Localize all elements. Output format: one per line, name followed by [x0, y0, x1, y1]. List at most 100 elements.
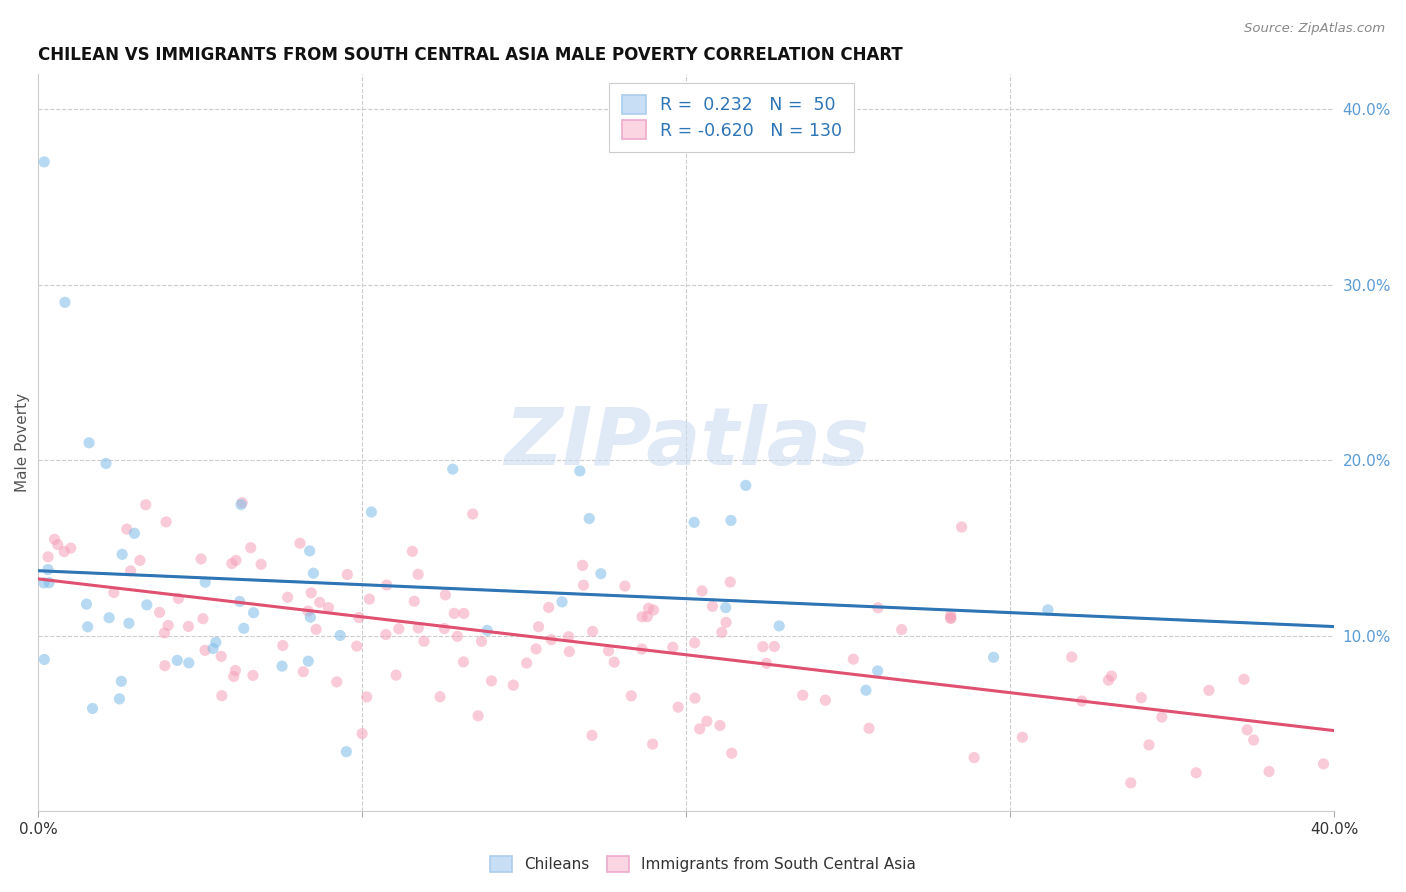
Point	[603, 655, 626, 669]
Point	[271, 639, 294, 653]
Point	[683, 636, 706, 650]
Point	[666, 700, 689, 714]
Point	[271, 659, 294, 673]
Point	[401, 544, 423, 558]
Point	[631, 609, 654, 624]
Point	[53, 295, 76, 310]
Point	[135, 598, 157, 612]
Point	[347, 610, 370, 624]
Point	[250, 558, 273, 572]
Point	[76, 597, 98, 611]
Point	[540, 632, 562, 647]
Point	[720, 746, 742, 760]
Point	[718, 575, 741, 590]
Point	[157, 618, 180, 632]
Point	[231, 496, 253, 510]
Point	[32, 154, 55, 169]
Point	[434, 588, 457, 602]
Point	[939, 611, 962, 625]
Point	[939, 611, 962, 625]
Point	[502, 678, 524, 692]
Point	[82, 701, 104, 715]
Point	[433, 622, 456, 636]
Point	[302, 566, 325, 581]
Point	[346, 639, 368, 653]
Point	[1101, 669, 1123, 683]
Point	[335, 745, 357, 759]
Point	[305, 623, 328, 637]
Point	[709, 718, 731, 732]
Point	[221, 557, 243, 571]
Point	[613, 579, 636, 593]
Point	[636, 609, 658, 624]
Y-axis label: Male Poverty: Male Poverty	[15, 393, 30, 492]
Point	[129, 553, 152, 567]
Point	[1097, 673, 1119, 688]
Point	[516, 656, 538, 670]
Point	[242, 606, 264, 620]
Point	[225, 553, 247, 567]
Point	[94, 457, 117, 471]
Point	[108, 692, 131, 706]
Point	[209, 649, 232, 664]
Point	[222, 669, 245, 683]
Point	[696, 714, 718, 729]
Text: Source: ZipAtlas.com: Source: ZipAtlas.com	[1244, 22, 1385, 36]
Point	[385, 668, 408, 682]
Point	[710, 625, 733, 640]
Point	[211, 689, 233, 703]
Point	[406, 567, 429, 582]
Point	[155, 515, 177, 529]
Point	[683, 516, 706, 530]
Legend: Chileans, Immigrants from South Central Asia: Chileans, Immigrants from South Central …	[482, 848, 924, 880]
Point	[118, 616, 141, 631]
Point	[1258, 764, 1281, 779]
Point	[581, 728, 603, 742]
Point	[404, 594, 426, 608]
Point	[467, 708, 489, 723]
Point	[190, 552, 212, 566]
Point	[228, 594, 250, 608]
Point	[481, 673, 503, 688]
Point	[239, 541, 262, 555]
Point	[44, 533, 66, 547]
Point	[571, 558, 593, 573]
Point	[524, 642, 547, 657]
Point	[135, 498, 157, 512]
Point	[299, 586, 322, 600]
Point	[194, 575, 217, 590]
Point	[103, 585, 125, 599]
Point	[375, 578, 398, 592]
Point	[768, 619, 790, 633]
Point	[194, 643, 217, 657]
Point	[855, 683, 877, 698]
Point	[124, 526, 146, 541]
Point	[177, 656, 200, 670]
Point	[1011, 730, 1033, 744]
Point	[714, 615, 737, 630]
Point	[299, 610, 322, 624]
Point	[453, 607, 475, 621]
Point	[77, 435, 100, 450]
Point	[714, 600, 737, 615]
Point	[1036, 603, 1059, 617]
Point	[59, 541, 82, 555]
Point	[38, 575, 60, 590]
Point	[581, 624, 603, 639]
Point	[37, 549, 59, 564]
Point	[120, 564, 142, 578]
Point	[308, 595, 330, 609]
Point	[866, 600, 889, 615]
Point	[1150, 710, 1173, 724]
Point	[690, 584, 713, 599]
Point	[46, 538, 69, 552]
Point	[360, 505, 382, 519]
Point	[288, 536, 311, 550]
Point	[148, 606, 170, 620]
Point	[641, 737, 664, 751]
Point	[297, 654, 319, 668]
Point	[224, 664, 246, 678]
Point	[1130, 690, 1153, 705]
Point	[1119, 776, 1142, 790]
Point	[177, 619, 200, 633]
